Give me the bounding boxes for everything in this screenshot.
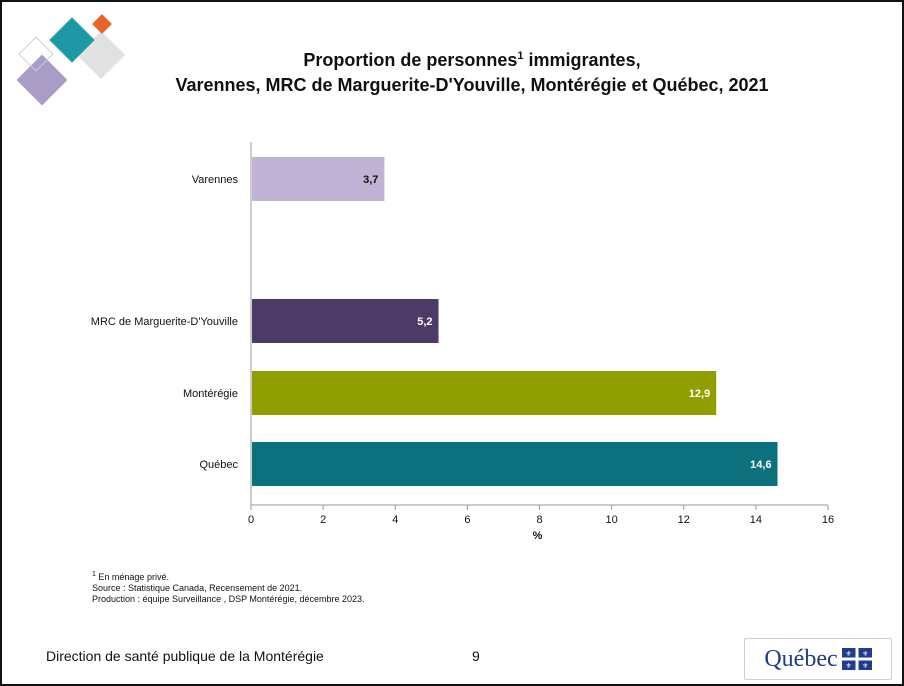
data-label: 14,6 [750, 459, 771, 471]
footer-organization: Direction de santé publique de la Montér… [46, 648, 324, 664]
x-axis-title: % [533, 530, 543, 542]
teal-diamond [49, 17, 95, 63]
x-tick-label: 10 [606, 514, 618, 526]
x-tick-label: 14 [750, 514, 762, 526]
title-line-2: Varennes, MRC de Marguerite-D'Youville, … [175, 75, 769, 95]
chart-title: Proportion de personnes1 immigrantes, Va… [152, 44, 792, 98]
source-note: Source : Statistique Canada, Recensement… [92, 583, 303, 593]
title-line-1: Proportion de personnes1 immigrantes, [303, 50, 641, 70]
svg-text:⚜: ⚜ [845, 650, 851, 658]
x-tick-label: 0 [248, 514, 254, 526]
x-tick-label: 6 [464, 514, 470, 526]
orange-diamond [92, 14, 112, 34]
page-number: 9 [472, 648, 480, 664]
svg-text:⚜: ⚜ [862, 662, 868, 670]
category-label: MRC de Marguerite-D'Youville [91, 316, 238, 328]
quebec-logo: Québec ⚜ ⚜ ⚜ ⚜ [744, 638, 892, 680]
purple-diamond [16, 54, 68, 106]
x-tick-label: 4 [392, 514, 398, 526]
bar [252, 371, 717, 415]
fleur-de-lis-flag-icon: ⚜ ⚜ ⚜ ⚜ [841, 648, 872, 670]
svg-text:⚜: ⚜ [862, 650, 868, 658]
footnote-1: 1 En ménage privé. [92, 571, 169, 582]
category-label: Montérégie [183, 388, 238, 400]
bar [252, 157, 385, 201]
x-tick-label: 2 [320, 514, 326, 526]
data-label: 12,9 [689, 388, 710, 400]
x-tick-label: 8 [536, 514, 542, 526]
x-tick-label: 16 [822, 514, 834, 526]
outline-diamond [18, 36, 54, 72]
bar [252, 442, 778, 486]
x-tick-label: 12 [678, 514, 690, 526]
footnotes: 1 En ménage privé. Source : Statistique … [92, 569, 365, 605]
decorative-logo-squares [16, 14, 128, 106]
data-label: 5,2 [417, 316, 432, 328]
bar-chart: 0 2 4 6 8 10 12 14 16% Varennes 3,7 MRC de Margueri… [91, 142, 834, 542]
quebec-logo-text: Québec [764, 645, 838, 672]
production-note: Production : équipe Surveillance , DSP M… [92, 594, 365, 604]
svg-text:⚜: ⚜ [845, 662, 851, 670]
data-label: 3,7 [363, 174, 378, 186]
category-label: Québec [199, 459, 238, 471]
bar [252, 299, 439, 343]
category-label: Varennes [192, 174, 239, 186]
